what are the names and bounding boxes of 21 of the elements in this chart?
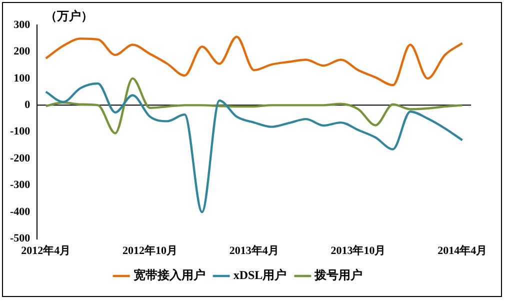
y-tick-label: -200 bbox=[10, 152, 31, 164]
y-tick-label: -400 bbox=[10, 206, 31, 218]
legend-label: 宽带接入用户 bbox=[133, 268, 206, 282]
x-tick-label: 2012年10月 bbox=[122, 244, 178, 258]
legend-label: 拨号用户 bbox=[314, 268, 363, 282]
legend-label: xDSL用户 bbox=[233, 268, 287, 282]
x-tick-label: 2013年10月 bbox=[330, 244, 386, 258]
line-series bbox=[44, 82, 464, 214]
y-tick-label: 200 bbox=[14, 46, 31, 58]
y-tick-label: 0 bbox=[24, 99, 31, 112]
x-tick-label: 2014年4月 bbox=[438, 244, 488, 258]
x-tick-label: 2013年4月 bbox=[229, 244, 279, 258]
y-tick-label: 100 bbox=[14, 72, 31, 84]
y-tick-label: 300 bbox=[14, 18, 31, 31]
y-tick-label: -300 bbox=[10, 179, 31, 192]
y-tick-label: -100 bbox=[10, 126, 31, 138]
line-series bbox=[44, 77, 464, 134]
line-series bbox=[44, 36, 464, 86]
y-tick-label: -500 bbox=[10, 232, 31, 245]
y-axis-title: （万户） bbox=[45, 9, 94, 24]
x-tick-label: 2012年4月 bbox=[21, 244, 71, 258]
